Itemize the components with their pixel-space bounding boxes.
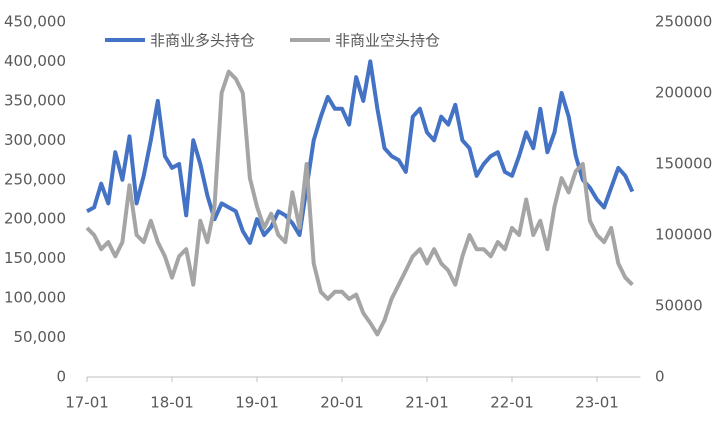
y2-tick-label: 150000 <box>655 155 712 173</box>
y-tick-label: 100,000 <box>4 289 66 307</box>
legend-label: 非商业多头持仓 <box>150 32 255 50</box>
y-tick-label: 350,000 <box>4 91 66 109</box>
y2-tick-label: 100000 <box>655 226 712 244</box>
y2-tick-label: 250000 <box>655 13 712 31</box>
x-tick-label: 19-01 <box>235 394 279 412</box>
y2-tick-label: 50000 <box>655 297 703 315</box>
y-tick-label: 200,000 <box>4 210 66 228</box>
y2-tick-label: 200000 <box>655 84 712 102</box>
y-tick-label: 0 <box>56 368 66 386</box>
x-tick-label: 21-01 <box>405 394 449 412</box>
series-line <box>86 59 635 245</box>
y-tick-label: 400,000 <box>4 52 66 70</box>
y-tick-label: 450,000 <box>4 13 66 31</box>
y-tick-label: 50,000 <box>14 328 67 346</box>
y-tick-label: 300,000 <box>4 131 66 149</box>
legend-label: 非商业空头持仓 <box>335 32 440 50</box>
x-tick-label: 23-01 <box>575 394 619 412</box>
x-tick-label: 22-01 <box>490 394 534 412</box>
x-tick-label: 20-01 <box>320 394 364 412</box>
x-tick-label: 17-01 <box>65 394 109 412</box>
y2-tick-label: 0 <box>655 368 665 386</box>
y-tick-label: 150,000 <box>4 249 66 267</box>
x-tick-label: 18-01 <box>150 394 194 412</box>
series-line <box>85 69 634 337</box>
y-tick-label: 250,000 <box>4 170 66 188</box>
